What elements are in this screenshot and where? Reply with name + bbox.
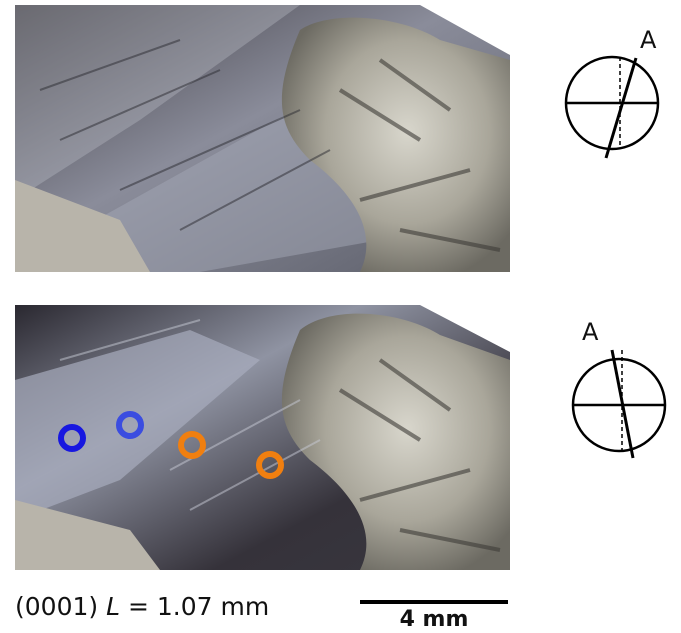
- caption-variable: L: [106, 592, 120, 621]
- crystal-photo: [15, 5, 510, 272]
- caption-prefix: (0001): [15, 592, 106, 621]
- axis-label: A: [640, 26, 657, 54]
- caption-suffix: = 1.07 mm: [120, 592, 269, 621]
- orientation-diagram: [573, 350, 665, 458]
- caption: (0001) L = 1.07 mm: [15, 592, 269, 621]
- orientation-diagram: [566, 57, 658, 158]
- axis-label: A: [582, 318, 599, 346]
- figure: A A (0001) L = 1.07 mm 4 mm: [0, 0, 681, 633]
- crystal-photo: [15, 305, 510, 570]
- scale-bar-label: 4 mm: [400, 607, 469, 632]
